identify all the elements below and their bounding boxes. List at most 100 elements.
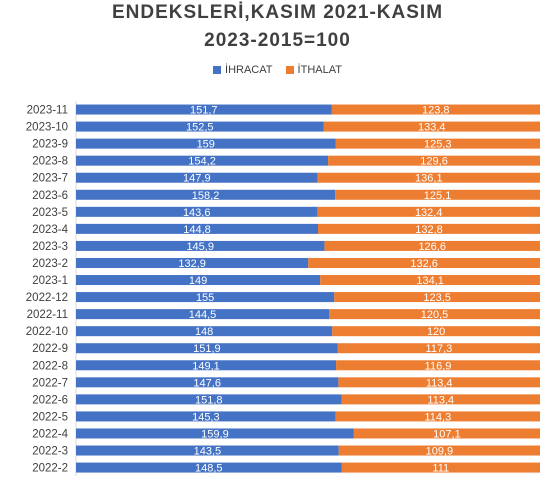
- bar-ithalat: [335, 138, 540, 149]
- category-label: 2023-3: [32, 241, 68, 253]
- data-label-ithalat: 136,1: [415, 173, 443, 185]
- data-label-ithalat: 125,3: [424, 139, 452, 151]
- category-label: 2022-4: [32, 428, 68, 440]
- category-label: 2022-10: [26, 326, 68, 338]
- bar-ihracat: [76, 257, 309, 268]
- category-label: 2022-12: [26, 292, 68, 304]
- data-label-ihracat: 144,5: [189, 309, 217, 321]
- category-label: 2023-5: [32, 207, 68, 219]
- bar-ihracat: [76, 360, 337, 371]
- bar-ithalat: [335, 189, 540, 200]
- category-label: 2023-7: [32, 173, 68, 185]
- data-label-ithalat: 125,1: [424, 190, 452, 202]
- bar-ithalat: [341, 394, 540, 405]
- legend-swatch-ithalat: [285, 66, 294, 74]
- data-label-ithalat: 123,8: [422, 105, 450, 117]
- category-label: 2022-11: [27, 309, 68, 321]
- legend-item-ihracat: İHRACAT: [213, 64, 272, 76]
- bar-ihracat: [76, 206, 318, 217]
- data-label-ihracat: 151,8: [195, 394, 223, 406]
- data-label-ithalat: 113,4: [426, 377, 453, 389]
- data-label-ithalat: 132,6: [410, 258, 438, 270]
- bar-ihracat: [76, 462, 342, 473]
- data-label-ithalat: 107,1: [433, 428, 461, 440]
- bar-ithalat: [324, 240, 540, 251]
- category-label: 2022-8: [32, 360, 68, 372]
- data-label-ithalat: 129,6: [420, 156, 448, 168]
- legend-item-ithalat: İTHALAT: [285, 64, 342, 76]
- category-label: 2023-2: [32, 258, 68, 270]
- bar-ithalat: [308, 257, 540, 268]
- data-label-ithalat: 113,4: [427, 394, 454, 406]
- data-label-ithalat: 132,8: [415, 224, 443, 236]
- category-label: 2023-11: [27, 105, 68, 117]
- data-label-ithalat: 114,3: [424, 411, 451, 423]
- data-label-ihracat: 155: [196, 292, 214, 304]
- bar-ithalat: [337, 343, 540, 354]
- bar-ithalat: [336, 360, 540, 371]
- bar-ithalat: [320, 275, 540, 286]
- data-label-ihracat: 154,2: [188, 156, 216, 168]
- bar-ithalat: [341, 462, 540, 473]
- data-label-ihracat: 143,6: [183, 207, 211, 219]
- bar-ihracat: [76, 445, 339, 456]
- bar-ihracat: [76, 121, 324, 132]
- bar-ihracat: [76, 377, 339, 388]
- data-label-ithalat: 120,5: [421, 309, 449, 321]
- bar-ithalat: [329, 309, 540, 320]
- category-label: 2022-5: [32, 411, 68, 423]
- category-label: 2022-6: [32, 394, 68, 406]
- data-label-ithalat: 132,4: [415, 207, 443, 219]
- legend-label-ithalat: İTHALAT: [297, 64, 342, 76]
- bar-ihracat: [76, 394, 342, 405]
- data-label-ihracat: 152,5: [186, 122, 214, 134]
- category-label: 2023-1: [32, 275, 68, 287]
- data-label-ithalat: 120: [427, 326, 445, 338]
- bar-ithalat: [335, 411, 540, 422]
- data-label-ihracat: 143,5: [194, 446, 222, 458]
- bar-ithalat: [338, 377, 540, 388]
- bar-ihracat: [76, 275, 321, 286]
- data-label-ihracat: 158,2: [192, 190, 220, 202]
- bar-ihracat: [76, 343, 338, 354]
- bar-ithalat: [317, 206, 540, 217]
- bar-ihracat: [76, 240, 325, 251]
- bar-ihracat: [76, 155, 329, 166]
- bar-ihracat: [76, 326, 333, 337]
- data-label-ihracat: 148: [195, 326, 213, 338]
- data-label-ihracat: 147,6: [193, 377, 221, 389]
- data-label-ihracat: 145,3: [192, 411, 220, 423]
- category-label: 2022-3: [32, 446, 68, 458]
- bar-ihracat: [76, 138, 336, 149]
- category-label: 2023-10: [26, 122, 68, 134]
- bar-ihracat: [76, 292, 335, 303]
- chart-subtitle: 2023-2015=100: [204, 30, 351, 51]
- data-label-ihracat: 159,9: [201, 428, 229, 440]
- bar-ithalat: [332, 326, 540, 337]
- bar-ihracat: [76, 411, 336, 422]
- bar-ithalat: [338, 445, 540, 456]
- category-label: 2023-4: [32, 224, 68, 236]
- data-label-ithalat: 116,9: [425, 360, 452, 372]
- data-label-ihracat: 149: [189, 275, 207, 287]
- data-label-ihracat: 149,1: [192, 360, 220, 372]
- bar-ihracat: [76, 223, 319, 234]
- data-label-ihracat: 144,8: [183, 224, 211, 236]
- bar-ithalat: [328, 155, 540, 166]
- bar-ithalat: [353, 428, 540, 439]
- data-label-ithalat: 133,4: [418, 122, 446, 134]
- category-label: 2023-6: [32, 190, 68, 202]
- data-label-ihracat: 147,9: [183, 173, 211, 185]
- bar-ihracat: [76, 309, 330, 320]
- bar-ihracat: [76, 172, 318, 183]
- data-label-ithalat: 123,5: [423, 292, 451, 304]
- data-label-ihracat: 148,5: [195, 463, 223, 475]
- data-label-ihracat: 145,9: [186, 241, 214, 253]
- legend: İHRACAT İTHALAT: [0, 64, 555, 77]
- category-label: 2023-9: [32, 139, 68, 151]
- bar-ithalat: [323, 121, 540, 132]
- data-label-ithalat: 126,6: [418, 241, 446, 253]
- category-label: 2023-8: [32, 156, 68, 168]
- bar-ithalat: [318, 223, 540, 234]
